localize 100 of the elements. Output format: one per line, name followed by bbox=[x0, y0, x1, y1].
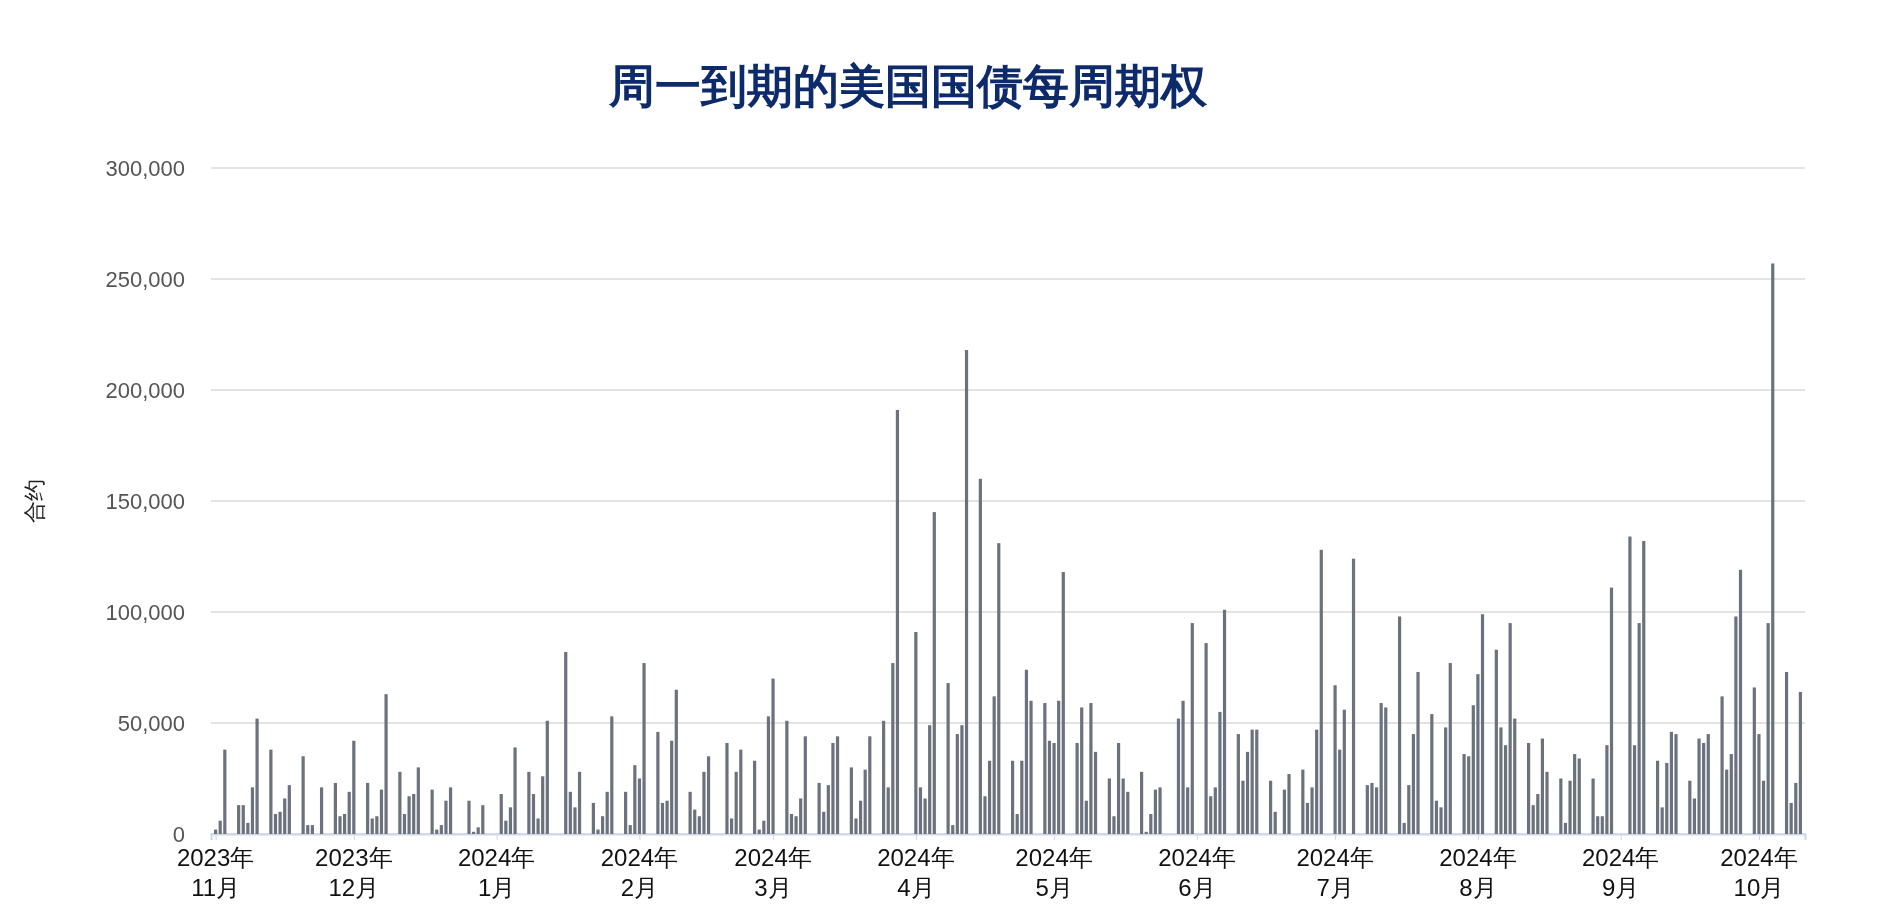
y-tick-label: 100,000 bbox=[105, 599, 185, 625]
bar bbox=[1116, 742, 1121, 834]
bar bbox=[1158, 787, 1162, 834]
bar bbox=[674, 689, 678, 834]
bar bbox=[1798, 691, 1802, 834]
bar bbox=[1043, 703, 1047, 834]
bar bbox=[352, 740, 356, 834]
bar bbox=[1342, 709, 1346, 834]
bar bbox=[283, 798, 287, 834]
bar bbox=[1011, 760, 1015, 834]
bar bbox=[1480, 614, 1485, 834]
x-tick-label: 2023年12月 bbox=[315, 844, 393, 901]
bar bbox=[407, 796, 411, 834]
bar bbox=[1245, 751, 1250, 834]
bar bbox=[430, 789, 434, 834]
bar bbox=[1250, 729, 1254, 834]
bar bbox=[237, 805, 241, 834]
bar bbox=[1121, 778, 1125, 834]
bar bbox=[739, 749, 743, 834]
bar bbox=[1024, 669, 1029, 834]
bar bbox=[1734, 616, 1738, 834]
bar bbox=[1771, 263, 1775, 834]
bar bbox=[1784, 671, 1789, 834]
bar bbox=[1319, 549, 1323, 834]
bar bbox=[1379, 703, 1383, 834]
bar bbox=[817, 782, 821, 834]
bar bbox=[633, 765, 637, 834]
bar bbox=[564, 651, 568, 834]
bar bbox=[987, 760, 992, 834]
bar bbox=[785, 720, 789, 834]
x-tick-label: 2023年11月 bbox=[176, 844, 255, 901]
bar bbox=[1462, 754, 1466, 834]
bar bbox=[1333, 685, 1337, 834]
bar bbox=[891, 663, 895, 834]
bar bbox=[1149, 814, 1153, 834]
bar bbox=[527, 771, 531, 834]
bar bbox=[725, 742, 729, 834]
bar bbox=[789, 814, 794, 834]
bar bbox=[1665, 762, 1669, 834]
bar bbox=[762, 820, 766, 834]
y-tick-label: 300,000 bbox=[105, 155, 185, 181]
bar bbox=[771, 678, 775, 834]
bar bbox=[1351, 558, 1356, 834]
bar bbox=[1559, 778, 1563, 834]
bar bbox=[1089, 703, 1093, 834]
bar bbox=[1706, 734, 1710, 834]
bar bbox=[1397, 616, 1402, 834]
bar bbox=[1591, 778, 1595, 834]
bar bbox=[1720, 696, 1724, 834]
bar bbox=[1407, 785, 1411, 834]
bar bbox=[1448, 663, 1452, 834]
x-tick-label: 2024年1月 bbox=[457, 844, 536, 901]
bar bbox=[531, 794, 536, 834]
bar bbox=[882, 720, 886, 834]
bar bbox=[499, 794, 503, 834]
bar bbox=[241, 805, 245, 834]
bar bbox=[255, 718, 259, 834]
bar bbox=[1222, 609, 1227, 834]
x-tick-label: 2024年5月 bbox=[1015, 844, 1093, 901]
bar bbox=[398, 771, 402, 834]
bar bbox=[868, 736, 872, 834]
bar bbox=[803, 736, 807, 834]
bar bbox=[1140, 771, 1144, 834]
bar bbox=[467, 800, 471, 834]
bar bbox=[1738, 569, 1743, 834]
bar bbox=[858, 800, 863, 834]
bar bbox=[1628, 536, 1632, 834]
bar bbox=[946, 683, 950, 834]
bar bbox=[1190, 623, 1194, 834]
bar bbox=[1273, 811, 1277, 834]
bar bbox=[416, 767, 420, 834]
bar bbox=[1374, 787, 1379, 834]
bar bbox=[223, 749, 227, 834]
bar bbox=[375, 816, 379, 834]
bar bbox=[1430, 714, 1434, 834]
bar bbox=[660, 802, 665, 834]
bar bbox=[895, 409, 900, 834]
bar bbox=[1577, 758, 1581, 834]
bar bbox=[301, 756, 305, 834]
bar bbox=[1047, 740, 1052, 834]
bar bbox=[1526, 742, 1531, 834]
bar bbox=[1508, 623, 1512, 834]
bar bbox=[835, 736, 840, 834]
bar bbox=[1020, 760, 1024, 834]
bar bbox=[577, 771, 582, 834]
bar bbox=[1794, 782, 1798, 834]
x-tick-label: 2024年9月 bbox=[1582, 844, 1660, 901]
chart-title: 周一到期的美国国债每周期权 bbox=[608, 60, 1208, 112]
bar bbox=[1301, 769, 1305, 834]
bar bbox=[1609, 587, 1614, 834]
bar bbox=[287, 785, 291, 834]
bar bbox=[1655, 760, 1660, 834]
bar bbox=[610, 716, 614, 834]
bar bbox=[624, 791, 628, 834]
y-tick-label: 150,000 bbox=[105, 488, 185, 514]
bar bbox=[1287, 774, 1291, 834]
x-tick-label: 2024年3月 bbox=[734, 844, 812, 901]
bar bbox=[688, 791, 692, 834]
bar bbox=[997, 543, 1001, 834]
y-tick-label: 200,000 bbox=[105, 377, 185, 403]
